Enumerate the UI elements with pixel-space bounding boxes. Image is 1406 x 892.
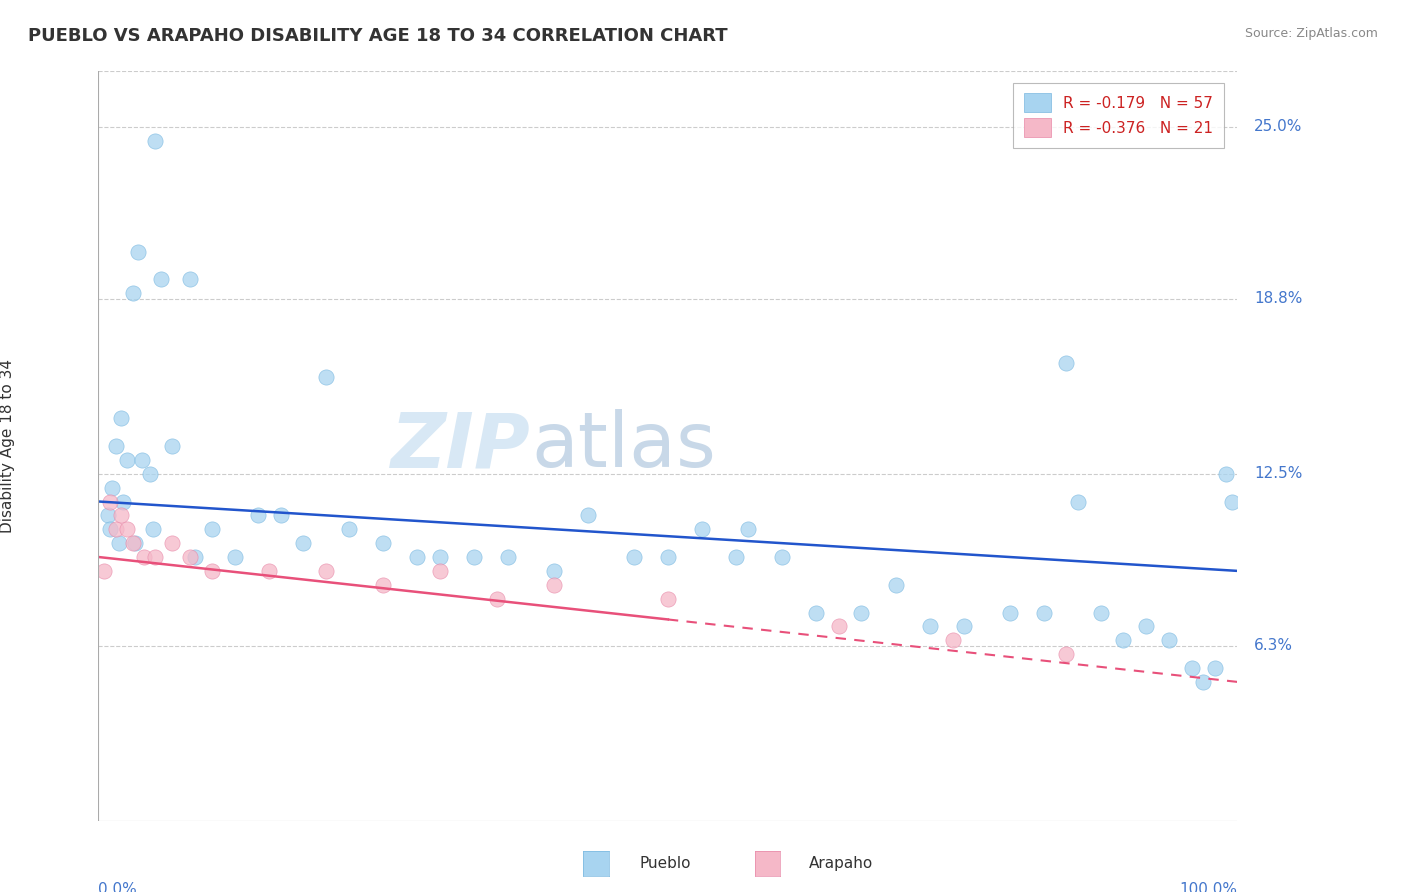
Point	[725, 549, 748, 564]
Point	[315, 369, 337, 384]
Text: 0.0%: 0.0%	[98, 881, 138, 892]
Point	[224, 549, 246, 564]
Point	[259, 564, 281, 578]
Point	[124, 536, 146, 550]
Point	[737, 522, 759, 536]
Point	[1056, 356, 1078, 370]
Point	[98, 522, 121, 536]
Point	[1067, 494, 1090, 508]
Point	[292, 536, 315, 550]
Point	[145, 134, 167, 148]
Text: 6.3%: 6.3%	[1254, 639, 1294, 653]
Text: PUEBLO VS ARAPAHO DISABILITY AGE 18 TO 34 CORRELATION CHART: PUEBLO VS ARAPAHO DISABILITY AGE 18 TO 3…	[28, 27, 728, 45]
Point	[138, 467, 160, 481]
Point	[1090, 606, 1112, 620]
Point	[953, 619, 976, 633]
Point	[93, 564, 115, 578]
Point	[150, 272, 173, 286]
Point	[690, 522, 713, 536]
Point	[1135, 619, 1157, 633]
Point	[770, 549, 793, 564]
Text: Disability Age 18 to 34: Disability Age 18 to 34	[0, 359, 15, 533]
Point	[179, 272, 201, 286]
Point	[270, 508, 292, 523]
Text: ZIP: ZIP	[391, 409, 531, 483]
Point	[1215, 467, 1237, 481]
Point	[110, 411, 132, 425]
Point	[576, 508, 599, 523]
Point	[918, 619, 941, 633]
Point	[486, 591, 509, 606]
Text: 12.5%: 12.5%	[1254, 467, 1303, 482]
Point	[942, 633, 965, 648]
Point	[543, 564, 565, 578]
Point	[429, 564, 451, 578]
Point	[104, 439, 127, 453]
Point	[657, 549, 679, 564]
Point	[371, 578, 394, 592]
Point	[371, 536, 394, 550]
Point	[429, 549, 451, 564]
Point	[201, 564, 224, 578]
Point	[463, 549, 485, 564]
Point	[804, 606, 827, 620]
Point	[145, 549, 167, 564]
Point	[184, 549, 207, 564]
Point	[101, 481, 124, 495]
Point	[131, 453, 153, 467]
Point	[115, 522, 138, 536]
Point	[1056, 647, 1078, 661]
Point	[112, 494, 135, 508]
Point	[179, 549, 201, 564]
Point	[104, 522, 127, 536]
Text: 100.0%: 100.0%	[1180, 881, 1237, 892]
Point	[657, 591, 679, 606]
Point	[132, 549, 155, 564]
Point	[406, 549, 429, 564]
Point	[1204, 661, 1226, 675]
Point	[108, 536, 131, 550]
Point	[121, 286, 143, 301]
Text: 18.8%: 18.8%	[1254, 292, 1303, 307]
Point	[162, 536, 184, 550]
Point	[115, 453, 138, 467]
Point	[828, 619, 851, 633]
Point	[142, 522, 165, 536]
Point	[1181, 661, 1204, 675]
Text: Source: ZipAtlas.com: Source: ZipAtlas.com	[1244, 27, 1378, 40]
Point	[121, 536, 143, 550]
Text: atlas: atlas	[531, 409, 716, 483]
Point	[315, 564, 337, 578]
Point	[201, 522, 224, 536]
Point	[498, 549, 520, 564]
Text: Arapaho: Arapaho	[808, 856, 873, 871]
Text: Pueblo: Pueblo	[640, 856, 692, 871]
Point	[884, 578, 907, 592]
Point	[98, 494, 121, 508]
Point	[623, 549, 645, 564]
Point	[998, 606, 1021, 620]
Point	[162, 439, 184, 453]
Point	[543, 578, 565, 592]
Point	[851, 606, 873, 620]
Point	[1192, 674, 1215, 689]
Point	[337, 522, 360, 536]
Point	[1220, 494, 1243, 508]
Legend: R = -0.179   N = 57, R = -0.376   N = 21: R = -0.179 N = 57, R = -0.376 N = 21	[1012, 83, 1225, 147]
Point	[110, 508, 132, 523]
Point	[96, 508, 118, 523]
Point	[127, 244, 149, 259]
Point	[1157, 633, 1180, 648]
Text: 25.0%: 25.0%	[1254, 120, 1303, 135]
Point	[246, 508, 269, 523]
Point	[1112, 633, 1135, 648]
Point	[1032, 606, 1054, 620]
